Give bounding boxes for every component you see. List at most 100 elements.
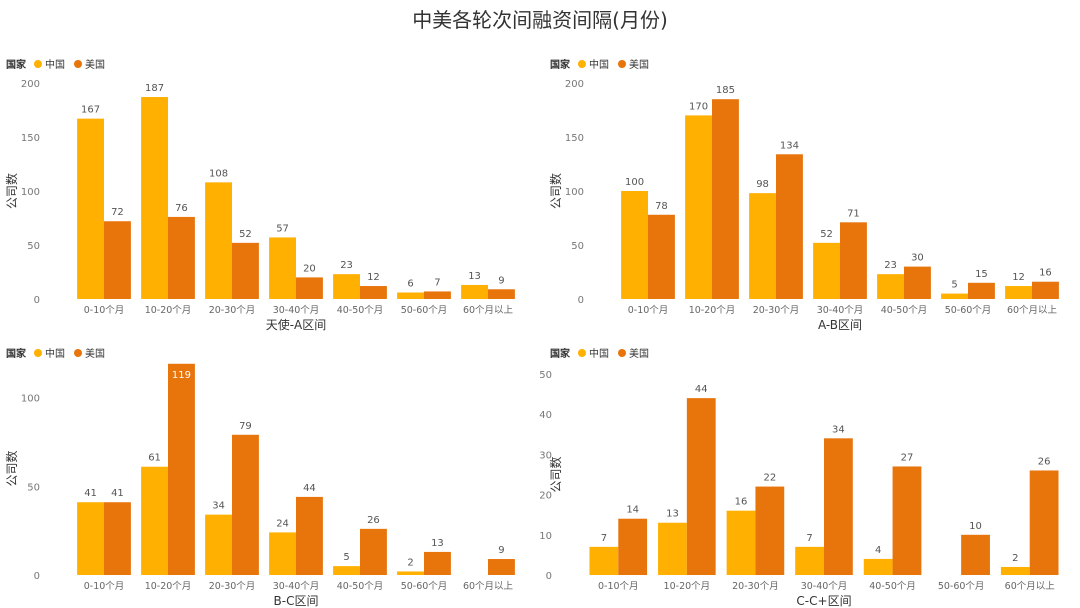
y-tick-label: 50 (27, 482, 40, 493)
legend-marker-usa (74, 349, 82, 357)
data-label: 170 (689, 101, 708, 112)
bar-china (397, 571, 424, 575)
y-axis-label: 公司数 (548, 456, 563, 492)
data-label: 9 (498, 275, 504, 286)
x-tick-label: 60个月以上 (463, 305, 514, 316)
bar-china (813, 242, 840, 299)
x-tick-label: 60个月以上 (1005, 581, 1056, 592)
y-tick-label: 150 (21, 133, 40, 144)
x-tick-label: 60个月以上 (463, 581, 514, 592)
legend-marker-usa (618, 60, 626, 68)
x-tick-label: 30-40个月 (273, 305, 320, 316)
x-axis-label: B-C区间 (274, 594, 319, 608)
bar-usa (488, 559, 515, 575)
x-tick-label: 10-20个月 (145, 581, 192, 592)
data-label: 2 (407, 557, 413, 568)
bar-china (205, 514, 232, 575)
y-tick-label: 0 (578, 295, 584, 306)
data-label: 61 (148, 453, 161, 464)
y-tick-label: 200 (21, 79, 40, 90)
data-label: 134 (780, 140, 799, 151)
bar-usa (618, 518, 648, 575)
bar-usa (424, 551, 451, 575)
x-tick-label: 40-50个月 (869, 581, 916, 592)
x-tick-label: 60个月以上 (1007, 305, 1058, 316)
bar-china (77, 502, 104, 575)
bar-usa (1032, 281, 1059, 299)
bar-china (1000, 566, 1030, 575)
data-label: 119 (172, 370, 191, 381)
bar-china (941, 293, 968, 299)
y-tick-label: 0 (34, 295, 40, 306)
data-label: 26 (367, 515, 380, 526)
data-label: 12 (1012, 272, 1025, 283)
x-tick-label: 0-10个月 (84, 305, 125, 316)
x-tick-label: 40-50个月 (337, 305, 384, 316)
data-label: 27 (901, 452, 914, 463)
y-axis-label: 公司数 (4, 173, 19, 209)
x-tick-label: 10-20个月 (145, 305, 192, 316)
x-tick-label: 30-40个月 (801, 581, 848, 592)
bar-usa (824, 438, 853, 575)
data-label: 4 (875, 545, 881, 556)
y-tick-label: 0 (34, 571, 40, 582)
x-tick-label: 0-10个月 (598, 581, 639, 592)
x-axis-label: 天使-A区间 (266, 317, 327, 332)
legend-label-china: 中国 (589, 58, 609, 71)
bar-china (333, 274, 360, 299)
data-label: 7 (601, 533, 607, 544)
legend-label-china: 中国 (589, 347, 609, 360)
data-label: 16 (735, 497, 748, 508)
bar-usa (104, 221, 131, 299)
data-label: 41 (111, 488, 124, 499)
bar-usa (296, 496, 323, 575)
data-label: 26 (1038, 456, 1051, 467)
data-label: 15 (975, 269, 988, 280)
y-tick-label: 200 (565, 79, 584, 90)
bar-usa (360, 286, 387, 299)
data-label: 9 (498, 545, 504, 556)
legend-title: 国家 (6, 58, 27, 71)
data-label: 13 (468, 271, 481, 282)
bar-china (77, 118, 104, 299)
data-label: 41 (84, 488, 97, 499)
data-label: 108 (209, 168, 228, 179)
legend-label-usa: 美国 (85, 58, 105, 71)
data-label: 2 (1012, 553, 1018, 564)
x-tick-label: 20-30个月 (209, 581, 256, 592)
y-tick-label: 10 (539, 531, 552, 542)
data-label: 10 (969, 521, 982, 532)
y-tick-label: 20 (539, 491, 552, 502)
data-label: 23 (340, 260, 353, 271)
bar-china (333, 566, 360, 575)
bar-china (269, 532, 296, 575)
legend-marker-china (578, 60, 586, 68)
bar-china (621, 191, 648, 299)
data-label: 44 (303, 483, 316, 494)
bar-usa (296, 277, 323, 299)
y-tick-label: 0 (546, 571, 552, 582)
data-label: 52 (239, 229, 252, 240)
x-axis-label: C-C+区间 (796, 594, 851, 608)
bar-china (863, 558, 893, 575)
data-label: 185 (716, 85, 735, 96)
x-tick-label: 30-40个月 (817, 305, 864, 316)
x-tick-label: 0-10个月 (628, 305, 669, 316)
x-tick-label: 30-40个月 (273, 581, 320, 592)
data-label: 6 (407, 279, 413, 290)
x-tick-label: 50-60个月 (401, 581, 448, 592)
data-label: 23 (884, 260, 897, 271)
bar-usa (232, 242, 259, 299)
data-label: 5 (951, 280, 957, 291)
bar-china (269, 237, 296, 299)
x-tick-label: 0-10个月 (84, 581, 125, 592)
data-label: 71 (847, 208, 860, 219)
legend-title: 国家 (550, 347, 571, 360)
bar-usa (1029, 470, 1059, 575)
x-tick-label: 20-30个月 (209, 305, 256, 316)
bar-usa (488, 289, 515, 299)
legend-marker-china (34, 349, 42, 357)
y-tick-label: 100 (21, 394, 40, 405)
x-tick-label: 10-20个月 (689, 305, 736, 316)
